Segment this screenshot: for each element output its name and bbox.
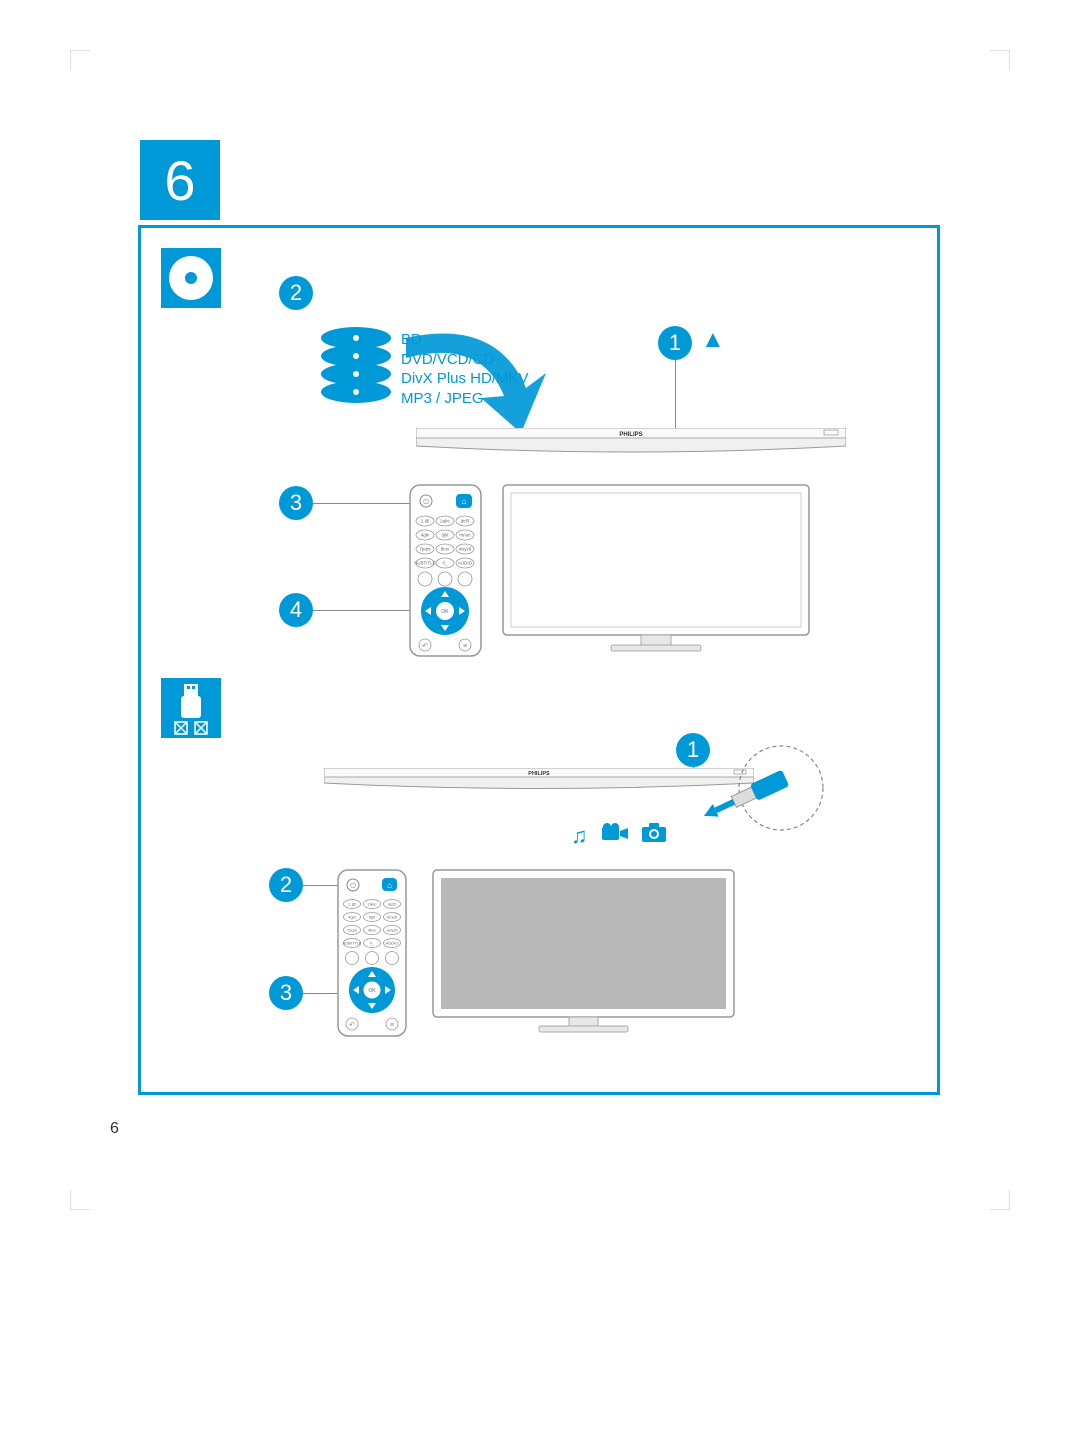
video-icon: [602, 823, 628, 849]
eject-icon: ▲: [701, 326, 725, 354]
step-number-badge: 6: [140, 140, 220, 220]
player-brand-label: PHILIPS: [619, 432, 642, 438]
usb-insert-detail: [696, 743, 836, 833]
svg-text:↶: ↶: [349, 1022, 355, 1029]
disc-stack-icon: [311, 323, 401, 408]
svg-text:↶: ↶: [422, 643, 428, 650]
player-device: PHILIPS: [416, 428, 846, 453]
camera-icon: [642, 823, 666, 849]
svg-text:AUDIO: AUDIO: [386, 941, 399, 946]
svg-text:7pqrs: 7pqrs: [347, 928, 357, 933]
callout-usb-2: 2: [269, 868, 303, 902]
remote-control: ⏻ ⌂ 1.@ 2abc def3 4ghi 5jkl mno6 7pqrs 8tuv wx…: [408, 483, 483, 658]
crop-mark: [990, 1190, 1010, 1210]
callout-disc-1: 1: [658, 326, 692, 360]
crop-mark: [990, 50, 1010, 70]
svg-text:SUBTITLE: SUBTITLE: [414, 561, 436, 566]
callout-label: 3: [280, 980, 292, 1006]
callout-usb-3: 3: [269, 976, 303, 1010]
svg-text:≡: ≡: [390, 1022, 394, 1029]
svg-text:8tuv: 8tuv: [441, 547, 450, 552]
callout-disc-3: 3: [279, 486, 313, 520]
format-line: DivX Plus HD/MKV: [401, 369, 529, 389]
svg-text:mno6: mno6: [387, 915, 398, 920]
svg-text:0_: 0_: [370, 941, 375, 946]
music-icon: ♫: [571, 823, 588, 849]
step-number: 6: [164, 148, 195, 213]
remote-control: ⏻ ⌂ 1.@ 2abc def3 4ghi 5jkl mno6 7pqrs 8tuv wx…: [336, 868, 408, 1038]
callout-disc-4: 4: [279, 593, 313, 627]
svg-text:⌂: ⌂: [387, 881, 392, 890]
svg-text:OK: OK: [441, 609, 449, 615]
media-type-icons: ♫: [571, 823, 666, 849]
svg-text:SUBTITLE: SUBTITLE: [342, 941, 361, 946]
svg-text:OK: OK: [368, 988, 376, 994]
callout-line: [313, 503, 423, 504]
svg-text:2abc: 2abc: [368, 902, 377, 907]
svg-text:5jkl: 5jkl: [442, 533, 449, 538]
disc-section-icon: [161, 248, 221, 308]
callout-label: 4: [290, 597, 302, 623]
callout-label: 3: [290, 490, 302, 516]
format-line: DVD/VCD/CD: [401, 350, 529, 370]
svg-text:1.@: 1.@: [348, 902, 355, 907]
svg-text:def3: def3: [388, 902, 397, 907]
crop-mark: [70, 1190, 90, 1210]
svg-text:⏻: ⏻: [350, 882, 356, 890]
svg-text:1.@: 1.@: [421, 519, 430, 524]
svg-text:≡: ≡: [463, 643, 467, 650]
svg-text:⏻: ⏻: [423, 498, 429, 506]
usb-section-icon: [161, 678, 221, 738]
svg-text:0_: 0_: [442, 561, 448, 566]
svg-text:wxyz9: wxyz9: [459, 547, 472, 552]
format-line: MP3 / JPEG: [401, 389, 529, 409]
svg-text:4ghi: 4ghi: [421, 533, 430, 538]
format-line: BD: [401, 330, 529, 350]
callout-disc-2: 2: [279, 276, 313, 310]
disc-formats-list: BD DVD/VCD/CD DivX Plus HD/MKV MP3 / JPE…: [401, 330, 529, 408]
svg-text:7pqrs: 7pqrs: [419, 547, 431, 552]
callout-line: [675, 360, 676, 430]
main-diagram-frame: 2 BD DVD/VCD/CD DivX Plus HD/MKV MP3 / J…: [138, 225, 940, 1095]
svg-text:def3: def3: [461, 519, 470, 524]
svg-text:mno6: mno6: [459, 533, 471, 538]
svg-text:8tuv: 8tuv: [368, 928, 376, 933]
callout-line: [313, 610, 423, 611]
callout-label: 1: [669, 330, 681, 356]
svg-text:PHILIPS: PHILIPS: [528, 771, 550, 777]
page-number: 6: [110, 1120, 119, 1138]
svg-text:wxyz9: wxyz9: [386, 928, 398, 933]
crop-mark: [70, 50, 90, 70]
callout-label: 2: [280, 872, 292, 898]
svg-text:2abc: 2abc: [440, 519, 451, 524]
svg-text:⌂: ⌂: [462, 497, 467, 506]
tv-screen: [501, 483, 811, 658]
player-device: PHILIPS: [324, 768, 754, 790]
callout-label: 2: [290, 280, 302, 306]
svg-text:AUDIO: AUDIO: [458, 561, 473, 566]
svg-text:5jkl: 5jkl: [369, 915, 375, 920]
svg-text:4ghi: 4ghi: [348, 915, 356, 920]
tv-screen: [431, 868, 736, 1038]
